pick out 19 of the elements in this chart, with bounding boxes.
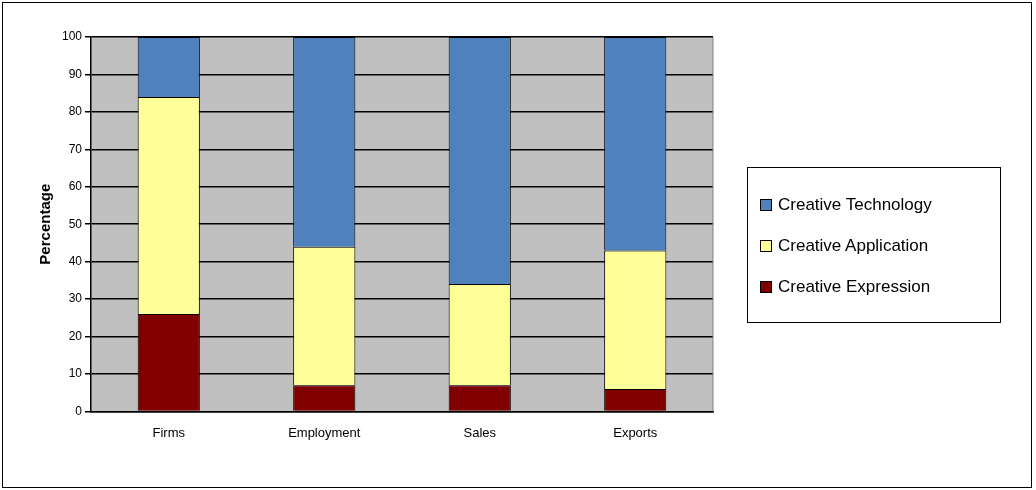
y-tick-label: 60 bbox=[68, 179, 83, 194]
y-tick-label: 70 bbox=[68, 141, 83, 156]
x-tick-label: Exports bbox=[613, 424, 658, 440]
y-tick-label: 80 bbox=[68, 104, 83, 119]
y-tick-label: 40 bbox=[68, 253, 83, 268]
y-tick-label: 0 bbox=[75, 403, 83, 418]
y-tick-label: 90 bbox=[68, 66, 83, 81]
y-tick-label: 50 bbox=[68, 216, 83, 231]
legend-label: Creative Technology bbox=[778, 194, 932, 215]
legend-label: Creative Expression bbox=[778, 276, 931, 297]
y-axis-title: Percentage bbox=[36, 183, 54, 265]
y-tick-label: 20 bbox=[68, 328, 83, 343]
x-tick-label: Employment bbox=[288, 424, 361, 440]
x-tick-label: Firms bbox=[152, 424, 186, 440]
y-tick-label: 30 bbox=[68, 291, 83, 306]
y-tick-label: 100 bbox=[61, 29, 83, 44]
x-tick-label: Sales bbox=[463, 424, 497, 440]
y-tick-label: 10 bbox=[68, 366, 83, 381]
legend-label: Creative Application bbox=[778, 235, 929, 256]
